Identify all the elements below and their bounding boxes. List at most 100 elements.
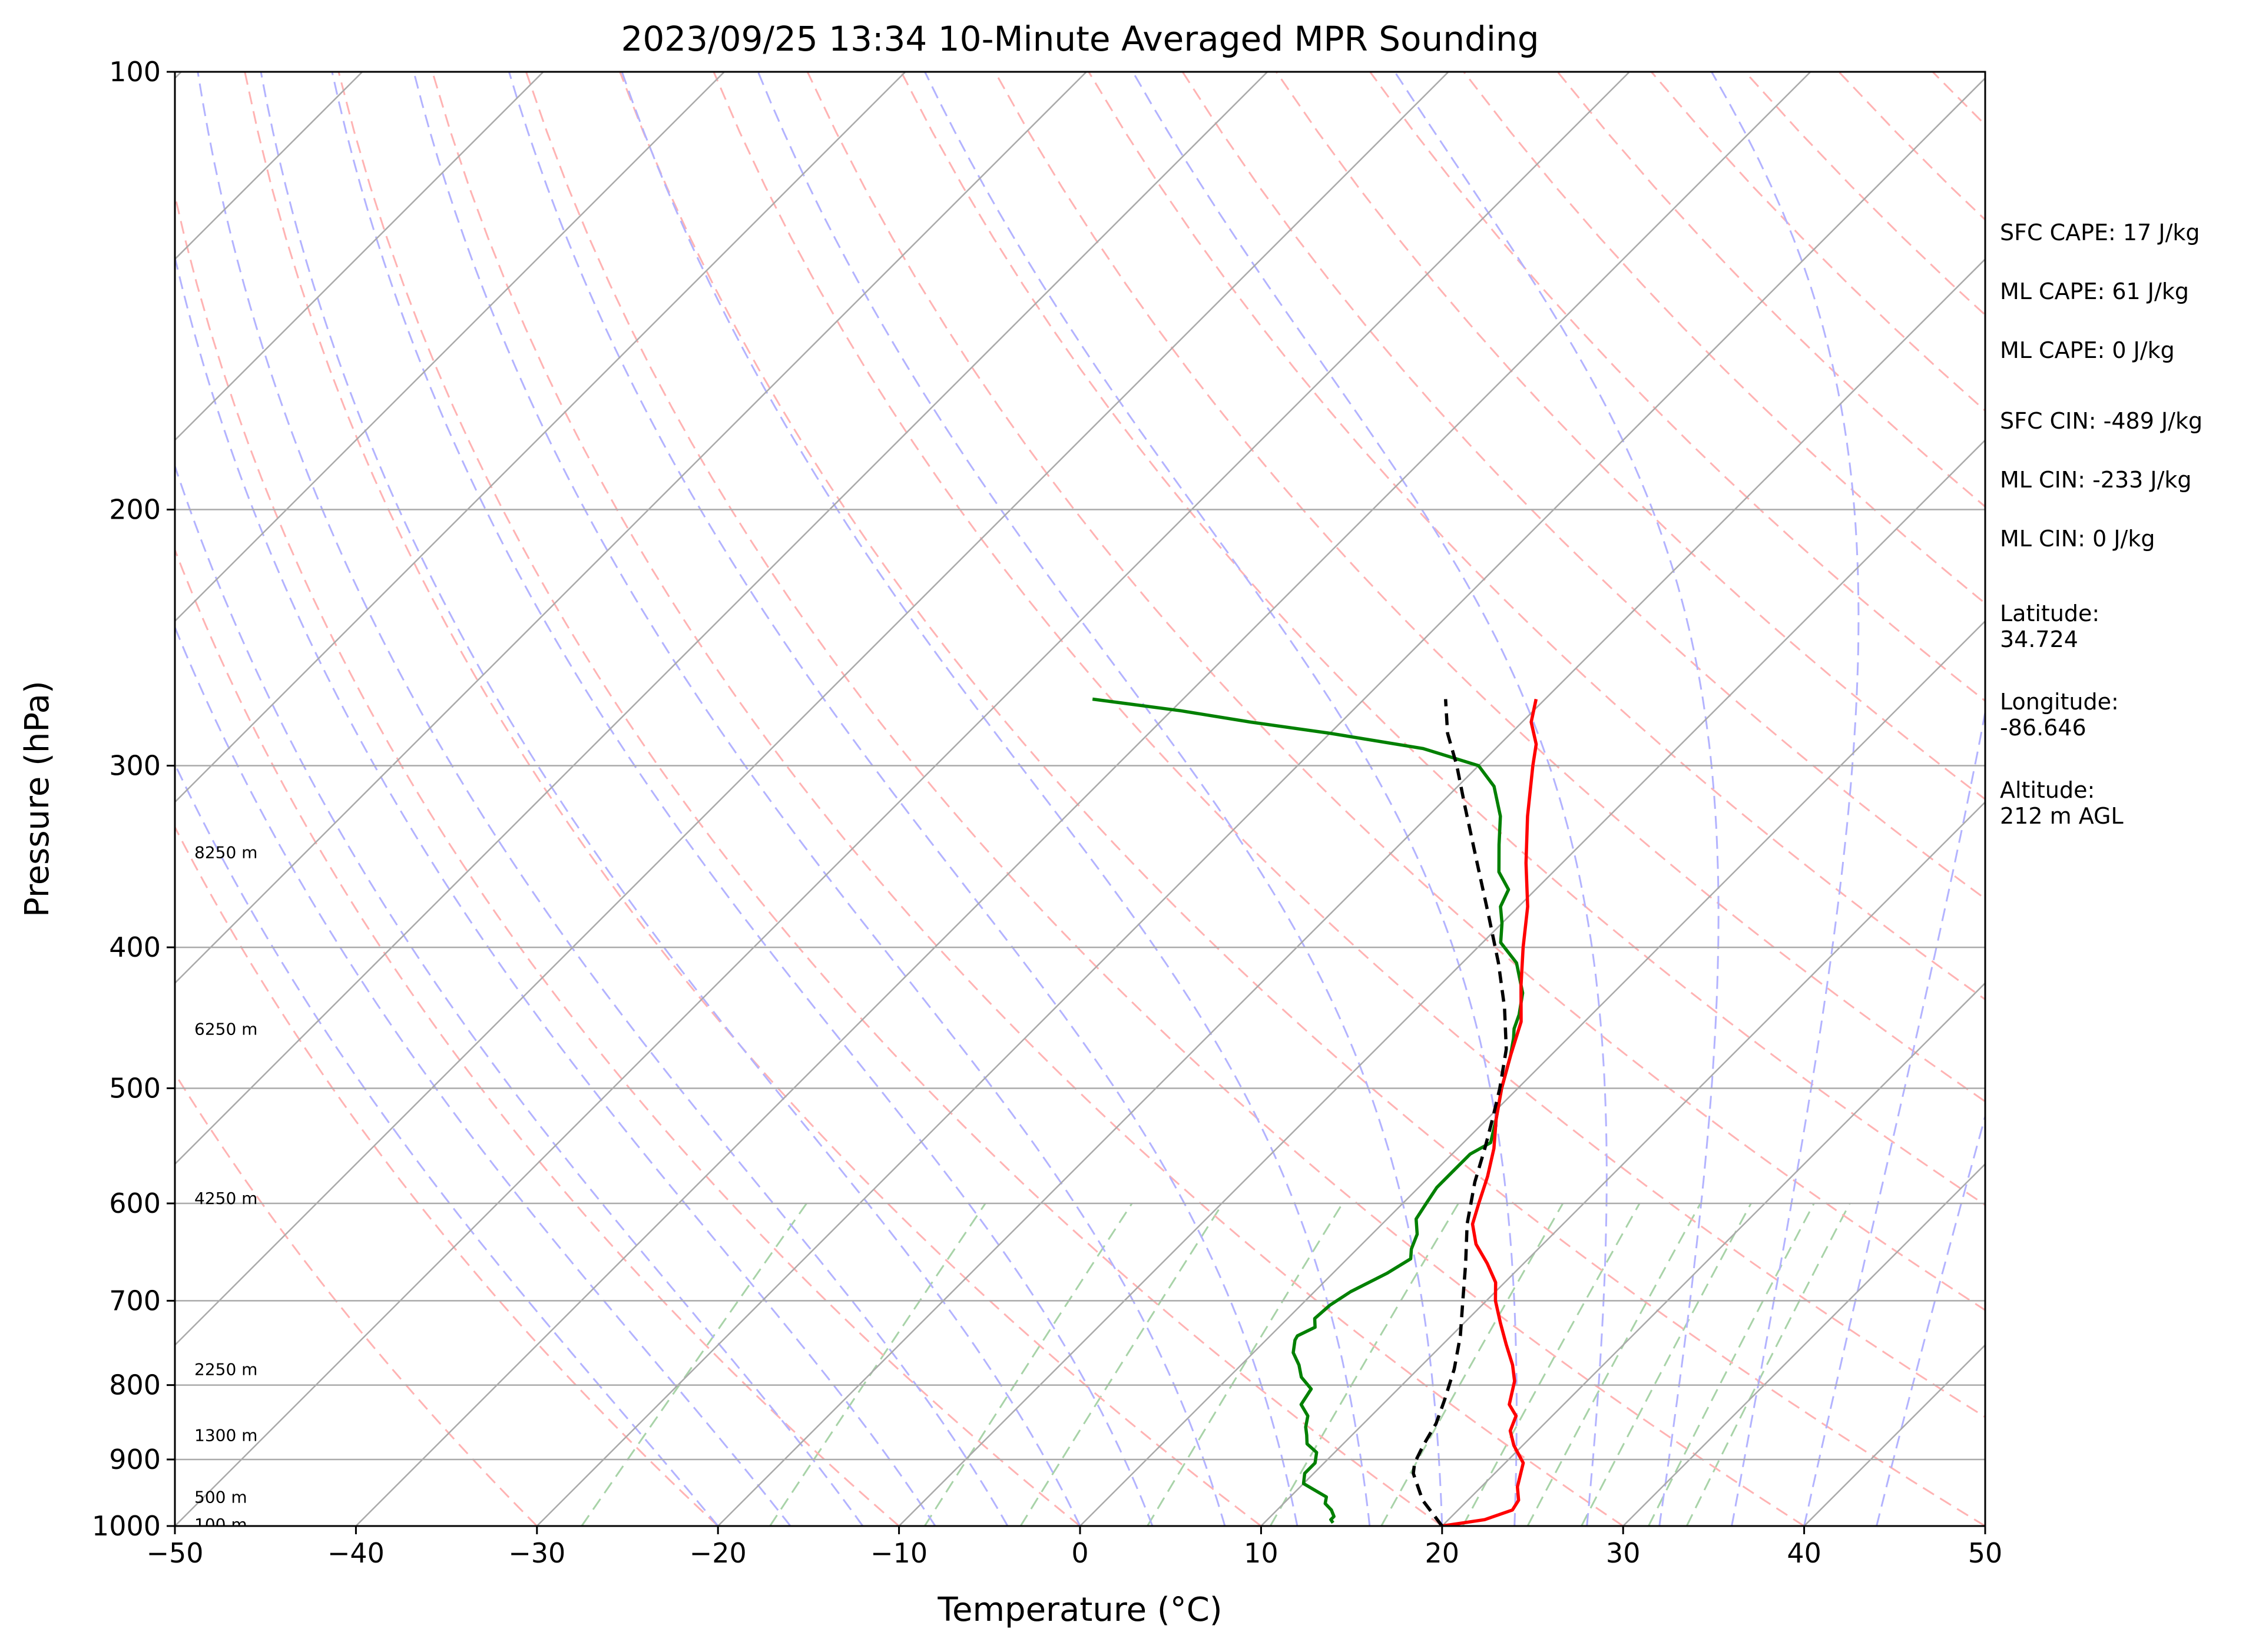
moist-adiabats [175, 72, 1985, 1526]
y-tick-label: 700 [109, 1285, 161, 1316]
stat-label: ML CAPE: 61 J/kg [2000, 278, 2189, 304]
isotherm-line [1079, 620, 1985, 1526]
isobars [175, 509, 1985, 1461]
isotherm-line [717, 258, 1985, 1526]
temperature-line [1442, 698, 1538, 1526]
isotherm-line [175, 72, 1087, 984]
x-tick-label: 50 [1968, 1537, 2003, 1569]
height-label: 100 m [194, 1515, 247, 1534]
isotherm-line [1622, 1163, 1985, 1526]
moist-adiabat-line [1394, 72, 1720, 1526]
height-label: 2250 m [194, 1359, 257, 1379]
dry-adiabat-line [175, 191, 1081, 1526]
isotherm-line [536, 77, 1985, 1526]
dry-adiabat-line [244, 72, 1262, 1526]
height-label: 4250 m [194, 1189, 257, 1208]
sounding-stats: SFC CAPE: 17 J/kg ML CAPE: 61 J/kg ML CAPE… [2000, 220, 2202, 829]
stat-label: Altitude: [2000, 777, 2095, 803]
moist-adiabat-line [508, 72, 1299, 1526]
dry-adiabat-line [900, 72, 1985, 1206]
moist-adiabat-line [621, 72, 1371, 1526]
stat-label: ML CIN: 0 J/kg [2000, 526, 2155, 552]
stat-label: Latitude: [2000, 601, 2099, 626]
y-tick-label: 100 [109, 56, 161, 88]
isotherm-line [175, 72, 544, 442]
stat-label: ML CAPE: 0 J/kg [2000, 337, 2175, 363]
dry-adiabats [175, 72, 1985, 1526]
stat-value: 212 m AGL [2000, 803, 2124, 829]
x-tick-label: 30 [1606, 1537, 1641, 1569]
x-tick-label: 10 [1244, 1537, 1278, 1569]
stat-label: SFC CAPE: 17 J/kg [2000, 220, 2200, 246]
moist-adiabat-line [1876, 1113, 1985, 1526]
plot-area: 100 m 500 m 1300 m 2250 m 4250 m 6250 m 8250 m [175, 72, 1985, 1534]
isotherm-line [175, 72, 906, 804]
moist-adiabat-line [924, 72, 1518, 1526]
stat-label: Longitude: [2000, 689, 2119, 715]
moist-adiabat-line [1803, 708, 1985, 1526]
y-tick-label: 600 [109, 1187, 161, 1219]
mixing-ratio-line [1685, 1203, 1851, 1526]
isotherm-line [898, 439, 1985, 1526]
y-tick-label: 300 [109, 749, 161, 781]
x-tick-label: 20 [1425, 1537, 1460, 1569]
x-tick-label: −30 [508, 1537, 565, 1569]
moist-adiabat-line [175, 463, 864, 1526]
height-label: 500 m [194, 1488, 247, 1507]
dry-adiabat-line [1181, 72, 1985, 900]
dewpoint-line [1092, 697, 1525, 1524]
dry-adiabat-line [175, 1072, 538, 1526]
dry-adiabat-line [713, 72, 1985, 1418]
y-axis-ticks: 1000 900 800 700 600 500 400 300 200 100 [92, 56, 175, 1542]
isotherm-line [175, 72, 1630, 1526]
y-tick-label: 200 [109, 494, 161, 526]
isotherm-line [175, 72, 1268, 1165]
stat-label: ML CIN: -233 J/kg [2000, 467, 2192, 493]
stat-value: -86.646 [2000, 715, 2086, 741]
moist-adiabat-line [175, 625, 791, 1526]
dry-adiabat-line [525, 72, 1805, 1526]
dry-adiabat-line [806, 72, 1985, 1312]
height-label: 1300 m [194, 1426, 257, 1445]
moist-adiabat-line [1711, 72, 1860, 1526]
x-tick-label: −10 [870, 1537, 928, 1569]
isotherm-line [1441, 982, 1985, 1526]
mixing-ratio-line [1581, 1203, 1752, 1526]
y-tick-label: 800 [109, 1369, 161, 1401]
profiles [1092, 697, 1538, 1526]
x-tick-label: −50 [146, 1537, 203, 1569]
y-tick-label: 900 [109, 1444, 161, 1475]
moist-adiabat-line [175, 762, 719, 1526]
dry-adiabat-line [175, 825, 719, 1526]
isotherm-line [175, 72, 1449, 1346]
height-labels: 100 m 500 m 1300 m 2250 m 4250 m 6250 m 8250 m [194, 842, 257, 1534]
y-tick-label: 500 [109, 1072, 161, 1104]
moist-adiabat-line [1132, 72, 1608, 1526]
dry-adiabat-line [1369, 72, 1985, 702]
dry-adiabat-line [994, 72, 1985, 1103]
height-label: 8250 m [194, 842, 257, 862]
x-tick-label: −20 [690, 1537, 747, 1569]
x-axis-ticks: −50 −40 −30 −20 −10 0 10 20 30 40 50 [146, 1526, 2002, 1569]
y-tick-label: 1000 [92, 1510, 161, 1542]
y-axis-label: Pressure (hPa) [18, 681, 57, 917]
isotherm-line [1260, 801, 1985, 1526]
x-axis-label: Temperature (°C) [937, 1591, 1222, 1629]
parcel-path-line [1412, 699, 1508, 1526]
dry-adiabat-line [337, 72, 1443, 1526]
moist-adiabat-line [413, 72, 1226, 1526]
moist-adiabat-line [175, 253, 936, 1526]
moist-adiabat-line [260, 72, 1081, 1526]
chart-title: 2023/09/25 13:34 10-Minute Averaged MPR … [621, 19, 1539, 59]
dry-adiabat-line [619, 72, 1985, 1526]
dry-adiabat-line [175, 547, 900, 1526]
stat-value: 34.724 [2000, 626, 2078, 652]
moist-adiabat-line [197, 72, 1009, 1526]
y-tick-label: 400 [109, 931, 161, 963]
isotherm-line [355, 72, 1811, 1526]
x-tick-label: −40 [327, 1537, 385, 1569]
x-tick-label: 40 [1787, 1537, 1821, 1569]
mixing-ratio-line [1526, 1203, 1701, 1526]
moist-adiabat-line [331, 72, 1154, 1526]
